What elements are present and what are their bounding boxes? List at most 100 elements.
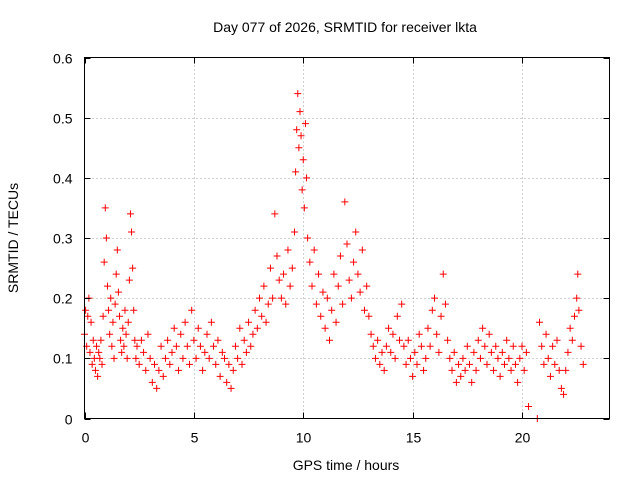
data-point — [441, 300, 449, 308]
data-point — [262, 318, 270, 326]
data-point — [319, 288, 327, 296]
data-point — [343, 240, 351, 248]
data-point — [151, 360, 158, 368]
data-point — [271, 210, 279, 218]
data-point — [452, 378, 460, 386]
data-point — [116, 312, 123, 320]
data-point — [326, 336, 333, 344]
data-point — [369, 342, 377, 350]
data-point — [435, 348, 443, 356]
data-point — [417, 342, 425, 350]
data-point — [196, 342, 204, 350]
data-point — [498, 348, 506, 356]
y-tick-label: 0.2 — [53, 291, 73, 307]
data-point — [474, 336, 482, 344]
data-point — [114, 288, 122, 296]
data-point — [444, 336, 452, 344]
data-point — [192, 354, 200, 362]
data-point — [242, 348, 250, 356]
data-point — [345, 276, 353, 284]
data-point — [164, 336, 172, 344]
data-point — [286, 282, 294, 290]
y-tick-labels: 0 0.1 0.2 0.3 0.4 0.5 0.6 — [53, 51, 73, 428]
data-point — [549, 342, 557, 350]
data-point — [380, 366, 388, 374]
data-point — [389, 330, 397, 338]
data-point — [356, 288, 364, 296]
data-point — [450, 348, 458, 356]
data-point — [229, 366, 237, 374]
data-point — [312, 300, 320, 308]
data-point — [93, 342, 101, 350]
data-point — [487, 348, 495, 356]
data-point — [463, 342, 471, 350]
data-point — [514, 378, 522, 386]
data-point — [562, 366, 570, 374]
data-point — [157, 342, 165, 350]
data-point — [404, 336, 412, 344]
data-point — [264, 300, 272, 308]
x-tick-label: 5 — [191, 430, 199, 446]
data-point — [144, 330, 152, 338]
data-point — [159, 372, 167, 380]
grid — [84, 57, 610, 419]
data-point — [310, 246, 318, 254]
data-point — [218, 348, 226, 356]
data-point — [221, 354, 228, 362]
data-point — [516, 354, 524, 362]
data-point — [142, 366, 150, 374]
data-point — [130, 306, 138, 314]
data-point — [109, 318, 117, 326]
data-point — [98, 360, 106, 368]
data-point — [118, 348, 126, 356]
data-point — [245, 318, 253, 326]
data-point — [177, 330, 185, 338]
data-point — [494, 354, 502, 362]
data-point — [485, 330, 493, 338]
data-point — [361, 306, 368, 314]
data-point — [457, 372, 465, 380]
data-point — [108, 342, 116, 350]
data-point — [332, 318, 340, 326]
data-point — [122, 330, 130, 338]
data-point — [328, 306, 336, 314]
data-point — [564, 348, 572, 356]
data-point — [292, 168, 300, 176]
y-tick-label: 0.4 — [53, 171, 73, 187]
data-point — [350, 258, 358, 266]
data-point — [297, 132, 305, 140]
data-point — [132, 354, 140, 362]
data-point — [199, 366, 207, 374]
data-point — [207, 318, 215, 326]
data-point — [446, 354, 454, 362]
data-point — [374, 336, 382, 344]
data-point — [131, 336, 139, 344]
data-point — [212, 360, 220, 368]
data-point — [376, 360, 384, 368]
data-point — [82, 306, 90, 314]
data-point — [522, 348, 530, 356]
data-point — [103, 282, 111, 290]
data-point — [101, 204, 109, 212]
data-point — [433, 330, 441, 338]
data-point — [571, 312, 578, 320]
data-point — [437, 312, 445, 320]
data-point — [249, 330, 257, 338]
data-point — [294, 90, 302, 98]
data-point — [317, 312, 325, 320]
data-point — [511, 360, 519, 368]
x-tick-label: 0 — [82, 430, 90, 446]
data-point — [481, 342, 489, 350]
data-point — [520, 366, 528, 374]
data-point — [413, 360, 421, 368]
data-point — [540, 360, 548, 368]
data-point — [133, 342, 141, 350]
data-point — [214, 336, 222, 344]
data-point — [266, 264, 274, 272]
data-point — [124, 318, 132, 326]
data-point — [300, 204, 308, 212]
data-point — [288, 264, 296, 272]
data-point — [88, 360, 96, 368]
data-point — [303, 174, 311, 182]
data-point — [238, 360, 246, 368]
